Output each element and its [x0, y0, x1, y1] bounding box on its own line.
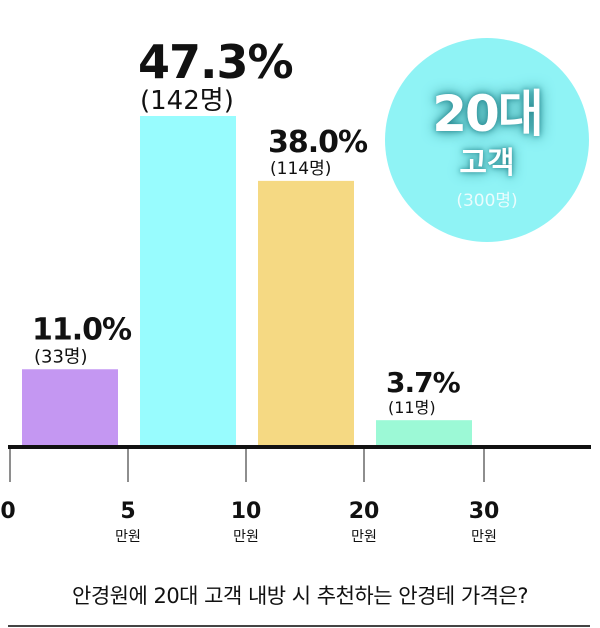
bar-4	[376, 420, 472, 446]
count-label-3: (114명)	[270, 159, 331, 179]
bar-3	[258, 180, 354, 446]
badge-count: (300명)	[456, 191, 518, 211]
x-tick-label-2: 5	[120, 499, 135, 524]
x-tick-label-5: 30	[469, 499, 500, 524]
title-underline	[8, 625, 590, 627]
count-label-4: (11명)	[388, 398, 436, 417]
chart-title: 안경원에 20대 고객 내방 시 추천하는 안경테 가격은?	[72, 584, 529, 608]
x-axis-line	[8, 445, 591, 449]
badge-customer: 고객	[459, 146, 515, 181]
percent-label-3: 38.0%	[268, 125, 368, 160]
percent-label-4: 3.7%	[386, 366, 461, 399]
badge-age-group: 20대	[432, 85, 544, 143]
x-tick-unit-2: 만원	[115, 529, 141, 545]
x-tick-unit-3: 만원	[233, 529, 259, 545]
count-label-1: (33명)	[34, 346, 88, 367]
bar-1	[22, 369, 118, 446]
x-tick-label-1: 0	[0, 499, 15, 524]
segment-badge: 20대 고객 (300명)	[385, 38, 589, 242]
percent-label-2: 47.3%	[138, 35, 293, 89]
count-label-2: (142명)	[140, 86, 234, 116]
x-tick-unit-5: 만원	[471, 529, 497, 545]
bar-2	[140, 116, 236, 446]
x-tick-label-4: 20	[349, 499, 380, 524]
percent-label-1: 11.0%	[32, 312, 132, 347]
bar-chart: 11.0%(33명) 47.3%(142명) 38.0%(114명) 3.7%(11명…	[0, 35, 591, 545]
x-tick-label-3: 10	[231, 499, 262, 524]
x-tick-unit-4: 만원	[351, 529, 377, 545]
